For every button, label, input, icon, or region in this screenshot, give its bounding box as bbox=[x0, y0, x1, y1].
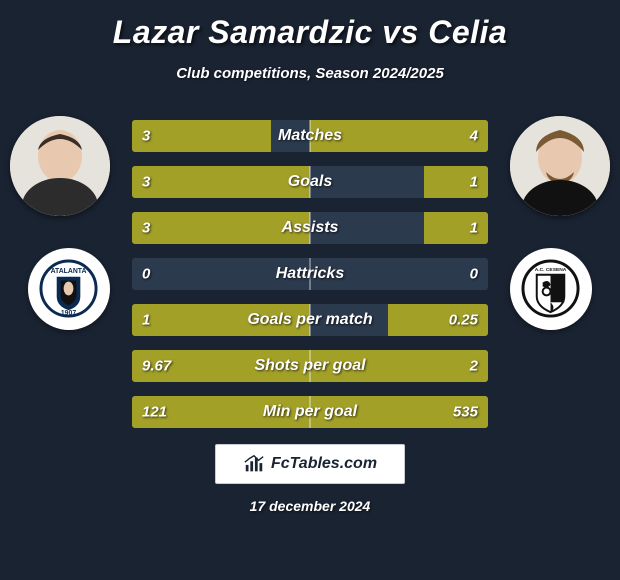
stat-value-left: 3 bbox=[142, 128, 150, 145]
bar-divider bbox=[309, 212, 311, 244]
stat-value-left: 121 bbox=[142, 404, 167, 421]
stat-value-left: 0 bbox=[142, 266, 150, 283]
page-title: Lazar Samardzic vs Celia bbox=[0, 14, 620, 51]
stat-value-right: 4 bbox=[470, 128, 478, 145]
page-subtitle: Club competitions, Season 2024/2025 bbox=[0, 65, 620, 82]
shield-icon: ATALANTA 1907 bbox=[39, 259, 98, 318]
shield-icon: A.C. CESENA bbox=[521, 259, 580, 318]
bar-divider bbox=[309, 166, 311, 198]
stat-value-right: 535 bbox=[453, 404, 478, 421]
svg-text:ATALANTA: ATALANTA bbox=[51, 268, 87, 275]
stat-value-right: 0 bbox=[470, 266, 478, 283]
club-left-badge: ATALANTA 1907 bbox=[28, 248, 110, 330]
club-right-badge: A.C. CESENA bbox=[510, 248, 592, 330]
stat-value-right: 1 bbox=[470, 220, 478, 237]
stat-value-right: 2 bbox=[470, 358, 478, 375]
bar-divider bbox=[309, 304, 311, 336]
bar-left-fill bbox=[132, 212, 310, 244]
person-icon bbox=[10, 116, 110, 216]
stat-row: 00Hattricks bbox=[132, 258, 488, 290]
footer-date: 17 december 2024 bbox=[0, 498, 620, 514]
stat-row: 34Matches bbox=[132, 120, 488, 152]
stat-row: 31Goals bbox=[132, 166, 488, 198]
stat-value-right: 1 bbox=[470, 174, 478, 191]
chart-icon bbox=[243, 453, 265, 475]
stat-value-left: 1 bbox=[142, 312, 150, 329]
bar-right-fill bbox=[310, 350, 488, 382]
svg-text:A.C. CESENA: A.C. CESENA bbox=[535, 267, 567, 273]
person-icon bbox=[510, 116, 610, 216]
stat-row: 9.672Shots per goal bbox=[132, 350, 488, 382]
comparison-card: Lazar Samardzic vs Celia Club competitio… bbox=[0, 0, 620, 580]
stat-row: 121535Min per goal bbox=[132, 396, 488, 428]
stat-bars: 34Matches31Goals31Assists00Hattricks10.2… bbox=[132, 116, 488, 428]
brand-badge: FcTables.com bbox=[215, 444, 405, 484]
stat-row: 31Assists bbox=[132, 212, 488, 244]
stat-value-right: 0.25 bbox=[449, 312, 478, 329]
bar-divider bbox=[309, 258, 311, 290]
bar-left-fill bbox=[132, 120, 271, 152]
bar-right-fill bbox=[310, 120, 488, 152]
bar-left-fill bbox=[132, 166, 310, 198]
bar-divider bbox=[309, 350, 311, 382]
stat-value-left: 3 bbox=[142, 174, 150, 191]
bar-right-fill bbox=[424, 212, 488, 244]
bar-divider bbox=[309, 396, 311, 428]
bar-divider bbox=[309, 120, 311, 152]
svg-text:1907: 1907 bbox=[61, 311, 76, 318]
brand-text: FcTables.com bbox=[271, 455, 377, 473]
stats-area: ATALANTA 1907 A.C. CESENA 34Matches31Goa… bbox=[0, 116, 620, 428]
bar-right-fill bbox=[424, 166, 488, 198]
bar-left-fill bbox=[132, 304, 310, 336]
stat-value-left: 9.67 bbox=[142, 358, 171, 375]
stat-value-left: 3 bbox=[142, 220, 150, 237]
player-left-avatar bbox=[10, 116, 110, 216]
player-right-avatar bbox=[510, 116, 610, 216]
stat-row: 10.25Goals per match bbox=[132, 304, 488, 336]
